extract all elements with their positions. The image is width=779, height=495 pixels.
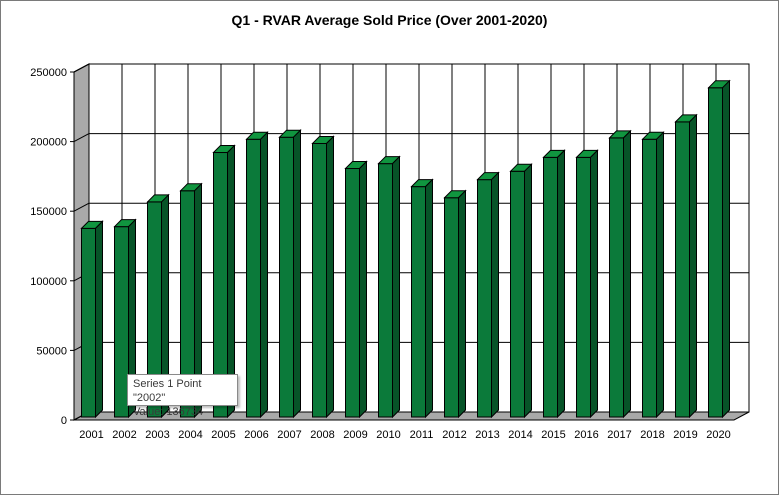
bar-side bbox=[260, 131, 268, 419]
bar-front bbox=[378, 163, 393, 418]
bar-side bbox=[128, 218, 136, 419]
bar-front bbox=[675, 121, 690, 418]
bar-2013[interactable] bbox=[476, 171, 500, 419]
y-tick-label: 0 bbox=[61, 415, 67, 427]
bar-2004[interactable] bbox=[179, 182, 203, 419]
bar-side bbox=[161, 193, 169, 419]
bar-2008[interactable] bbox=[311, 135, 335, 419]
bar-front bbox=[345, 168, 360, 418]
bar-side bbox=[392, 155, 400, 419]
bar-2020[interactable] bbox=[707, 79, 731, 419]
bar-2014[interactable] bbox=[509, 163, 533, 419]
wall-gridline bbox=[73, 63, 90, 73]
x-tick-label: 2006 bbox=[244, 429, 268, 441]
x-tick-label: 2019 bbox=[673, 429, 697, 441]
bar-2001[interactable] bbox=[80, 220, 104, 419]
bar-front bbox=[708, 87, 723, 418]
x-tick-label: 2008 bbox=[310, 429, 334, 441]
x-tick-label: 2017 bbox=[607, 429, 631, 441]
bar-side bbox=[359, 160, 367, 419]
bar-front bbox=[411, 186, 426, 418]
bar-2010[interactable] bbox=[377, 155, 401, 419]
bar-2009[interactable] bbox=[344, 160, 368, 419]
bar-2006[interactable] bbox=[245, 131, 269, 419]
bar-side bbox=[590, 149, 598, 419]
bar-2002[interactable] bbox=[113, 218, 137, 419]
x-tick-label: 2005 bbox=[211, 429, 235, 441]
bar-front bbox=[576, 156, 591, 418]
bar-side bbox=[557, 149, 565, 419]
y-tick-label: 100000 bbox=[30, 276, 67, 288]
bar-2015[interactable] bbox=[542, 149, 566, 419]
x-tick-label: 2011 bbox=[410, 429, 434, 441]
bar-side bbox=[458, 189, 466, 419]
x-tick-label: 2007 bbox=[277, 429, 301, 441]
x-tick-label: 2015 bbox=[541, 429, 565, 441]
x-tick-label: 2009 bbox=[343, 429, 367, 441]
bar-2018[interactable] bbox=[641, 131, 665, 419]
bar-2007[interactable] bbox=[278, 129, 302, 419]
bar-side bbox=[425, 178, 433, 419]
x-tick-label: 2002 bbox=[112, 429, 136, 441]
bar-side bbox=[623, 129, 631, 419]
bar-side bbox=[95, 220, 103, 419]
x-tick-label: 2003 bbox=[145, 429, 169, 441]
x-tick-label: 2016 bbox=[574, 429, 598, 441]
bar-front bbox=[246, 138, 261, 418]
bar-side bbox=[722, 79, 730, 419]
bar-front bbox=[279, 136, 294, 418]
bar-2005[interactable] bbox=[212, 144, 236, 419]
bar-front bbox=[312, 142, 327, 418]
x-tick-label: 2013 bbox=[475, 429, 499, 441]
bar-side bbox=[689, 113, 697, 419]
y-tick-label: 50000 bbox=[36, 345, 67, 357]
bar-front bbox=[609, 137, 624, 418]
x-tick-label: 2020 bbox=[706, 429, 730, 441]
bar-2012[interactable] bbox=[443, 189, 467, 419]
wall-gridline bbox=[73, 202, 90, 212]
bar-front bbox=[510, 170, 525, 418]
bar-side bbox=[293, 129, 301, 419]
bar-2016[interactable] bbox=[575, 149, 599, 419]
bar-2011[interactable] bbox=[410, 178, 434, 419]
y-tick-label: 200000 bbox=[30, 137, 67, 149]
bar-side bbox=[326, 135, 334, 419]
bar-side bbox=[491, 171, 499, 419]
bar-front bbox=[543, 156, 558, 418]
tooltip-value: Value: 136734 bbox=[133, 406, 204, 418]
bar-side bbox=[524, 163, 532, 419]
y-tick-label: 150000 bbox=[30, 206, 67, 218]
x-tick-label: 2001 bbox=[79, 429, 103, 441]
x-tick-label: 2004 bbox=[178, 429, 202, 441]
bar-front bbox=[477, 179, 492, 418]
y-axis-ticks: 0 50000 100000 150000 200000 250000 bbox=[30, 67, 74, 427]
y-tick-label: 250000 bbox=[30, 67, 67, 79]
bar-side bbox=[656, 131, 664, 419]
bar-front bbox=[81, 227, 96, 418]
bar-front bbox=[444, 197, 459, 418]
wall-gridline bbox=[73, 133, 90, 143]
bar-side bbox=[194, 182, 202, 419]
bar-2019[interactable] bbox=[674, 113, 698, 419]
x-tick-label: 2012 bbox=[442, 429, 466, 441]
bar-front bbox=[642, 138, 657, 418]
tooltip-series-point: Series 1 Point "2002" bbox=[133, 378, 202, 404]
chart-title: Q1 - RVAR Average Sold Price (Over 2001-… bbox=[231, 12, 548, 28]
x-axis-ticks: 2001 2002 2003 2004 2005 2006 2007 2008 2009 2010… bbox=[79, 429, 730, 441]
bar-2003[interactable] bbox=[146, 193, 170, 419]
x-tick-label: 2018 bbox=[640, 429, 664, 441]
bar-side bbox=[227, 144, 235, 419]
data-point-tooltip: Series 1 Point "2002" Value: 136734 bbox=[127, 374, 238, 418]
x-tick-label: 2014 bbox=[508, 429, 532, 441]
bars bbox=[80, 79, 731, 419]
bar-2017[interactable] bbox=[608, 129, 632, 419]
x-tick-label: 2010 bbox=[376, 429, 400, 441]
